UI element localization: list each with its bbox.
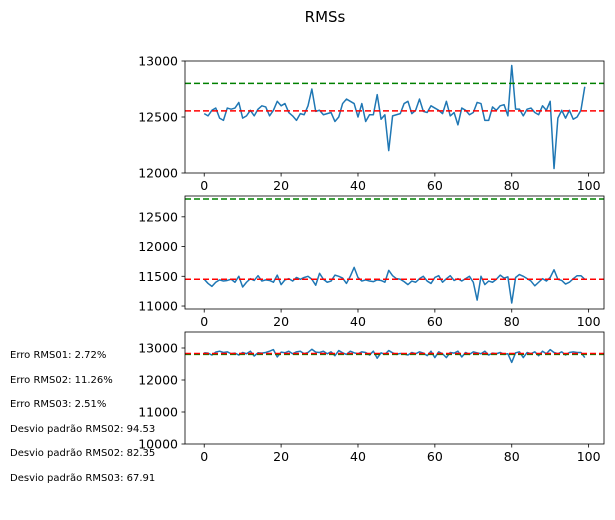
figure-title: RMSs <box>304 8 346 26</box>
x-tick-label: 60 <box>427 314 443 329</box>
y-tick-label: 11500 <box>138 269 178 284</box>
y-tick-label: 12000 <box>138 239 178 254</box>
series-line-1-1 <box>203 64 586 170</box>
x-tick-label: 100 <box>577 449 601 464</box>
x-tick-label: 40 <box>350 178 366 193</box>
annotations-block: Erro RMS01: 2.72% Erro RMS02: 11.26% Err… <box>10 344 155 491</box>
x-tick-label: 100 <box>577 314 601 329</box>
annotation-desvio-rms03: Desvio padrão RMS03: 67.91 <box>10 472 156 484</box>
x-tick-label: 20 <box>273 178 289 193</box>
chart-1: 0 20 40 60 80 100 12000 12500 13000 <box>138 54 605 193</box>
y-tick-label: 11000 <box>138 299 178 314</box>
series-line-2-1 <box>203 266 586 304</box>
x-tick-label: 80 <box>504 449 520 464</box>
axes-frame-1 <box>184 60 605 174</box>
y-tick-label: 11000 <box>138 405 178 420</box>
x-tick-label: 80 <box>504 178 520 193</box>
y-tick-label: 13000 <box>138 54 178 69</box>
x-tick-label: 0 <box>200 178 208 193</box>
chart-2: 0 20 40 60 80 100 11000 11500 12000 12500 <box>138 195 605 329</box>
y-tick-label: 12500 <box>138 209 178 224</box>
y-tick-label: 12000 <box>138 166 178 181</box>
x-tick-label: 40 <box>350 314 366 329</box>
axes-frame-2 <box>184 195 605 310</box>
series-line-3-1 <box>204 348 586 364</box>
annotation-erro-rms03: Erro RMS03: 2.51% <box>10 399 107 410</box>
x-tick-label: 20 <box>273 449 289 464</box>
x-tick-label: 0 <box>200 314 208 329</box>
y-tick-label: 10000 <box>138 437 178 452</box>
y-tick-label: 12000 <box>138 373 178 388</box>
x-tick-label: 60 <box>427 449 443 464</box>
x-tick-label: 40 <box>350 449 366 464</box>
x-tick-label: 0 <box>200 449 208 464</box>
axes-frame-3 <box>184 331 605 445</box>
chart-3: 0 20 40 60 80 100 10000 11000 12000 13000 <box>138 331 605 464</box>
x-tick-label: 60 <box>427 178 443 193</box>
x-tick-label: 20 <box>273 314 289 329</box>
y-tick-label: 13000 <box>138 341 178 356</box>
x-tick-label: 100 <box>577 178 601 193</box>
annotation-erro-rms01: Erro RMS01: 2.72% <box>10 350 107 361</box>
annotation-desvio-rms02-b: Desvio padrão RMS02: 82.35 <box>10 448 156 459</box>
x-tick-label: 80 <box>504 314 520 329</box>
annotation-desvio-rms02-a: Desvio padrão RMS02: 94.53 <box>10 423 156 435</box>
y-tick-label: 12500 <box>138 110 178 125</box>
annotation-erro-rms02: Erro RMS02: 11.26% <box>10 374 113 386</box>
